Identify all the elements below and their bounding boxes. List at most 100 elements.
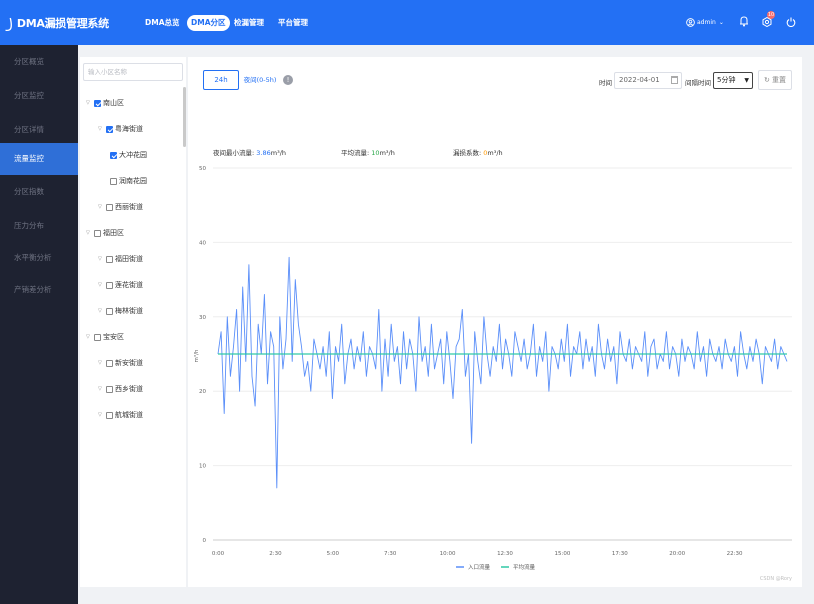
tree-checkbox[interactable] bbox=[106, 126, 113, 133]
tree-checkbox[interactable] bbox=[94, 230, 101, 237]
tree-node-label: 梅林街道 bbox=[115, 305, 143, 317]
tree-scrollbar[interactable] bbox=[183, 87, 186, 147]
expand-triangle-icon[interactable]: ▽ bbox=[98, 409, 104, 421]
app-logo[interactable]: ꠸ DMA漏损管理系统 bbox=[8, 0, 109, 45]
top-header: ꠸ DMA漏损管理系统 DMA总览 DMA分区 检漏管理 平台管理 admin … bbox=[0, 0, 814, 45]
tree-node[interactable]: ▽ 西乡街道 bbox=[98, 383, 143, 395]
sidebar-item-partition-monitor[interactable]: 分区监控 bbox=[0, 81, 78, 111]
tree-node-label: 福田区 bbox=[103, 227, 124, 239]
sidebar-item-partition-detail[interactable]: 分区详情 bbox=[0, 115, 78, 145]
x-tick-label: 12:30 bbox=[497, 551, 513, 557]
x-tick-label: 20:00 bbox=[669, 551, 685, 557]
y-tick-label: 40 bbox=[199, 240, 206, 246]
tree-node-label: 润南花园 bbox=[119, 175, 147, 187]
flow-line-chart: 0 10 20 30 40 50 0:00 2:30 5:00 7:30 10:00 12:30 15:… bbox=[188, 57, 802, 587]
expand-triangle-icon[interactable]: ▽ bbox=[98, 123, 104, 135]
bell-icon[interactable] bbox=[739, 15, 749, 27]
watermark: CSDN @Rory bbox=[760, 576, 792, 582]
expand-triangle-icon[interactable]: ▽ bbox=[98, 305, 104, 317]
x-tick-label: 2:30 bbox=[269, 551, 282, 557]
tree-node[interactable]: ▽ 莲花街道 bbox=[98, 279, 143, 291]
y-tick-label: 50 bbox=[199, 166, 206, 172]
area-search-input[interactable]: 输入小区名称 bbox=[83, 63, 183, 81]
tree-node-label: 西丽街道 bbox=[115, 201, 143, 213]
tree-checkbox[interactable] bbox=[94, 100, 101, 107]
sidebar-item-water-balance[interactable]: 水平衡分析 bbox=[0, 243, 78, 273]
y-tick-label: 30 bbox=[199, 315, 206, 321]
user-name: admin bbox=[697, 19, 716, 26]
tree-checkbox[interactable] bbox=[106, 412, 113, 419]
tree-node[interactable]: ▽ 航城街道 bbox=[98, 409, 143, 421]
sidebar-item-partition-index[interactable]: 分区指数 bbox=[0, 177, 78, 207]
y-tick-label: 20 bbox=[199, 389, 206, 395]
tree-checkbox[interactable] bbox=[110, 152, 117, 159]
x-tick-label: 7:30 bbox=[384, 551, 397, 557]
area-tree-panel: 输入小区名称 ▽ 南山区 ▽ 粤海街道大冲花园润南花园 ▽ 西丽街道 ▽ 福田区 ▽ 福田街道 ▽ 莲… bbox=[80, 57, 186, 587]
app-title: DMA漏损管理系统 bbox=[17, 15, 109, 31]
settings-icon[interactable] bbox=[762, 17, 772, 27]
tree-checkbox[interactable] bbox=[106, 282, 113, 289]
x-tick-label: 15:00 bbox=[554, 551, 570, 557]
flow-chart-panel: 24h 夜间(0-5h) ! 时间 2022-04-01 间隔时间 5分钟 ▼ … bbox=[188, 57, 802, 587]
tree-checkbox[interactable] bbox=[106, 360, 113, 367]
expand-triangle-icon[interactable]: ▽ bbox=[86, 97, 92, 109]
tree-checkbox[interactable] bbox=[106, 204, 113, 211]
expand-triangle-icon[interactable]: ▽ bbox=[86, 227, 92, 239]
tree-node-label: 航城街道 bbox=[115, 409, 143, 421]
tree-node-label: 大冲花园 bbox=[119, 149, 147, 161]
tree-node-label: 福田街道 bbox=[115, 253, 143, 265]
tree-node-label: 新安街道 bbox=[115, 357, 143, 369]
tree-node[interactable]: ▽ 福田区 bbox=[86, 227, 124, 239]
series-line-inflow bbox=[218, 257, 787, 488]
tree-node-label: 莲花街道 bbox=[115, 279, 143, 291]
expand-triangle-icon[interactable]: ▽ bbox=[86, 331, 92, 343]
tree-node[interactable]: ▽ 粤海街道 bbox=[98, 123, 143, 135]
tree-checkbox[interactable] bbox=[106, 256, 113, 263]
tree-node[interactable]: 大冲花园 bbox=[110, 149, 147, 161]
logo-icon: ꠸ bbox=[8, 15, 13, 31]
expand-triangle-icon[interactable]: ▽ bbox=[98, 201, 104, 213]
legend-label-inflow: 入口流量 bbox=[468, 563, 491, 571]
tree-node-label: 西乡街道 bbox=[115, 383, 143, 395]
tree-node[interactable]: ▽ 西丽街道 bbox=[98, 201, 143, 213]
tree-node-label: 南山区 bbox=[103, 97, 124, 109]
tree-node-label: 宝安区 bbox=[103, 331, 124, 343]
x-tick-label: 0:00 bbox=[212, 551, 225, 557]
x-tick-label: 17:30 bbox=[612, 551, 628, 557]
tree-node[interactable]: ▽ 宝安区 bbox=[86, 331, 124, 343]
x-tick-label: 5:00 bbox=[327, 551, 340, 557]
y-tick-label: 0 bbox=[203, 538, 207, 544]
sidebar-item-nrw-analysis[interactable]: 产销差分析 bbox=[0, 275, 78, 305]
legend-label-average: 平均流量 bbox=[513, 563, 536, 571]
sidebar: 分区概览 分区监控 分区详情 流量监控 分区指数 压力分布 水平衡分析 产销差分… bbox=[0, 45, 78, 604]
sidebar-item-partition-overview[interactable]: 分区概览 bbox=[0, 47, 78, 77]
nav-dma-overview[interactable]: DMA总览 bbox=[141, 15, 184, 31]
tree-checkbox[interactable] bbox=[106, 386, 113, 393]
y-axis-label: m³/h bbox=[193, 349, 200, 362]
expand-triangle-icon[interactable]: ▽ bbox=[98, 357, 104, 369]
tree-node[interactable]: ▽ 新安街道 bbox=[98, 357, 143, 369]
user-menu[interactable]: admin ⌄ bbox=[686, 0, 724, 45]
power-icon[interactable] bbox=[786, 17, 796, 27]
nav-leak-detection[interactable]: 检漏管理 bbox=[230, 15, 268, 31]
user-icon bbox=[686, 18, 695, 27]
chevron-down-icon: ⌄ bbox=[719, 19, 724, 26]
tree-node[interactable]: ▽ 福田街道 bbox=[98, 253, 143, 265]
expand-triangle-icon[interactable]: ▽ bbox=[98, 279, 104, 291]
x-tick-label: 10:00 bbox=[440, 551, 456, 557]
nav-dma-partition[interactable]: DMA分区 bbox=[187, 15, 230, 31]
sidebar-item-flow-monitor[interactable]: 流量监控 bbox=[0, 143, 78, 175]
sidebar-item-pressure-distribution[interactable]: 压力分布 bbox=[0, 211, 78, 241]
tree-checkbox[interactable] bbox=[94, 334, 101, 341]
x-tick-label: 22:30 bbox=[727, 551, 743, 557]
expand-triangle-icon[interactable]: ▽ bbox=[98, 383, 104, 395]
tree-node[interactable]: ▽ 梅林街道 bbox=[98, 305, 143, 317]
expand-triangle-icon[interactable]: ▽ bbox=[98, 253, 104, 265]
tree-node-label: 粤海街道 bbox=[115, 123, 143, 135]
tree-node[interactable]: 润南花园 bbox=[110, 175, 147, 187]
nav-platform-management[interactable]: 平台管理 bbox=[274, 15, 312, 31]
tree-node[interactable]: ▽ 南山区 bbox=[86, 97, 124, 109]
tree-checkbox[interactable] bbox=[110, 178, 117, 185]
y-tick-label: 10 bbox=[199, 464, 206, 470]
tree-checkbox[interactable] bbox=[106, 308, 113, 315]
